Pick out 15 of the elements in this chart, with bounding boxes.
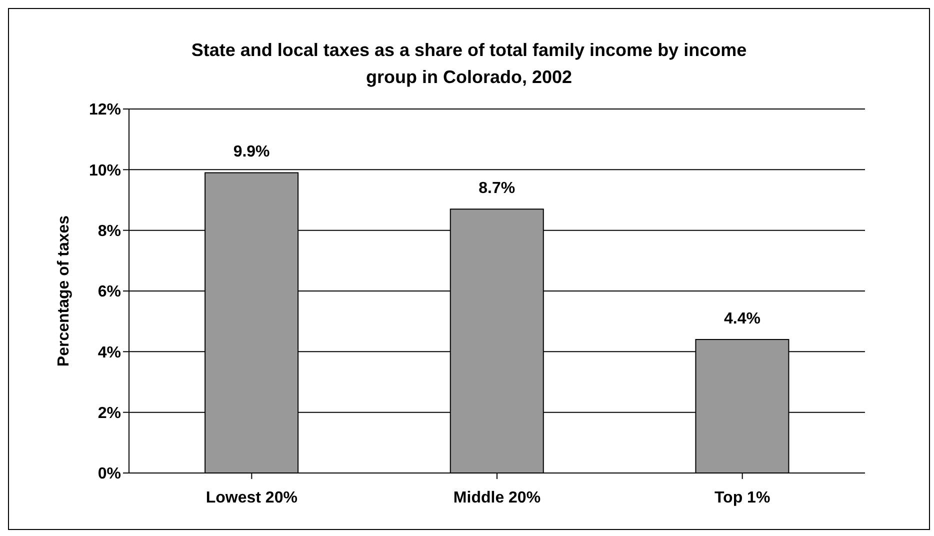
data-label: 9.9%	[233, 144, 270, 161]
y-tick-label: 12%	[88, 102, 121, 119]
y-tick-label: 2%	[98, 405, 121, 422]
data-label: 4.4%	[724, 310, 760, 328]
x-tick-label: Top 1%	[714, 489, 770, 506]
y-tick-label: 0%	[98, 466, 121, 483]
y-tick-label: 10%	[88, 162, 121, 180]
y-axis-title: Percentage of taxes	[56, 215, 73, 367]
y-tick-label: 8%	[98, 223, 121, 240]
x-tick-label: Middle 20%	[453, 489, 541, 506]
data-label: 8.7%	[478, 180, 516, 198]
y-tick-label: 6%	[98, 284, 121, 301]
chart-title: State and local taxes as a share of total family income by income group in Colorado, 2002	[190, 39, 748, 89]
x-tick-label: Lowest 20%	[206, 489, 298, 506]
y-tick-label: 4%	[98, 344, 121, 362]
